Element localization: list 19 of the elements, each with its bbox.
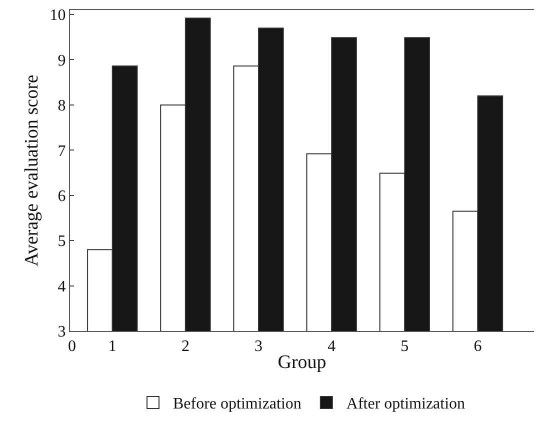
legend-label: After optimization: [346, 396, 466, 413]
x-tick-label: 3: [254, 338, 263, 356]
y-tick-label: 6: [58, 188, 66, 205]
y-tick-label: 8: [58, 98, 66, 115]
x-tick-label: 2: [181, 338, 190, 356]
y-tick-label: 10: [50, 7, 66, 24]
legend-label: Before optimization: [173, 396, 302, 413]
text: 0: [68, 338, 76, 355]
y-axis-title: Average evaluation score: [22, 74, 43, 266]
y-tick-label: 4: [58, 278, 66, 296]
y-tick-label: 9: [58, 52, 66, 70]
y-tick-label: 5: [58, 233, 66, 250]
x-tick-label: 1: [108, 338, 116, 356]
y-tick-label: 3: [58, 324, 66, 341]
y-tick-label: 7: [58, 142, 66, 160]
x-tick-label: 5: [400, 338, 409, 356]
x-tick-label: 6: [474, 338, 482, 356]
x-tick-label: 4: [328, 338, 336, 356]
x-axis-title: Group: [278, 352, 326, 373]
